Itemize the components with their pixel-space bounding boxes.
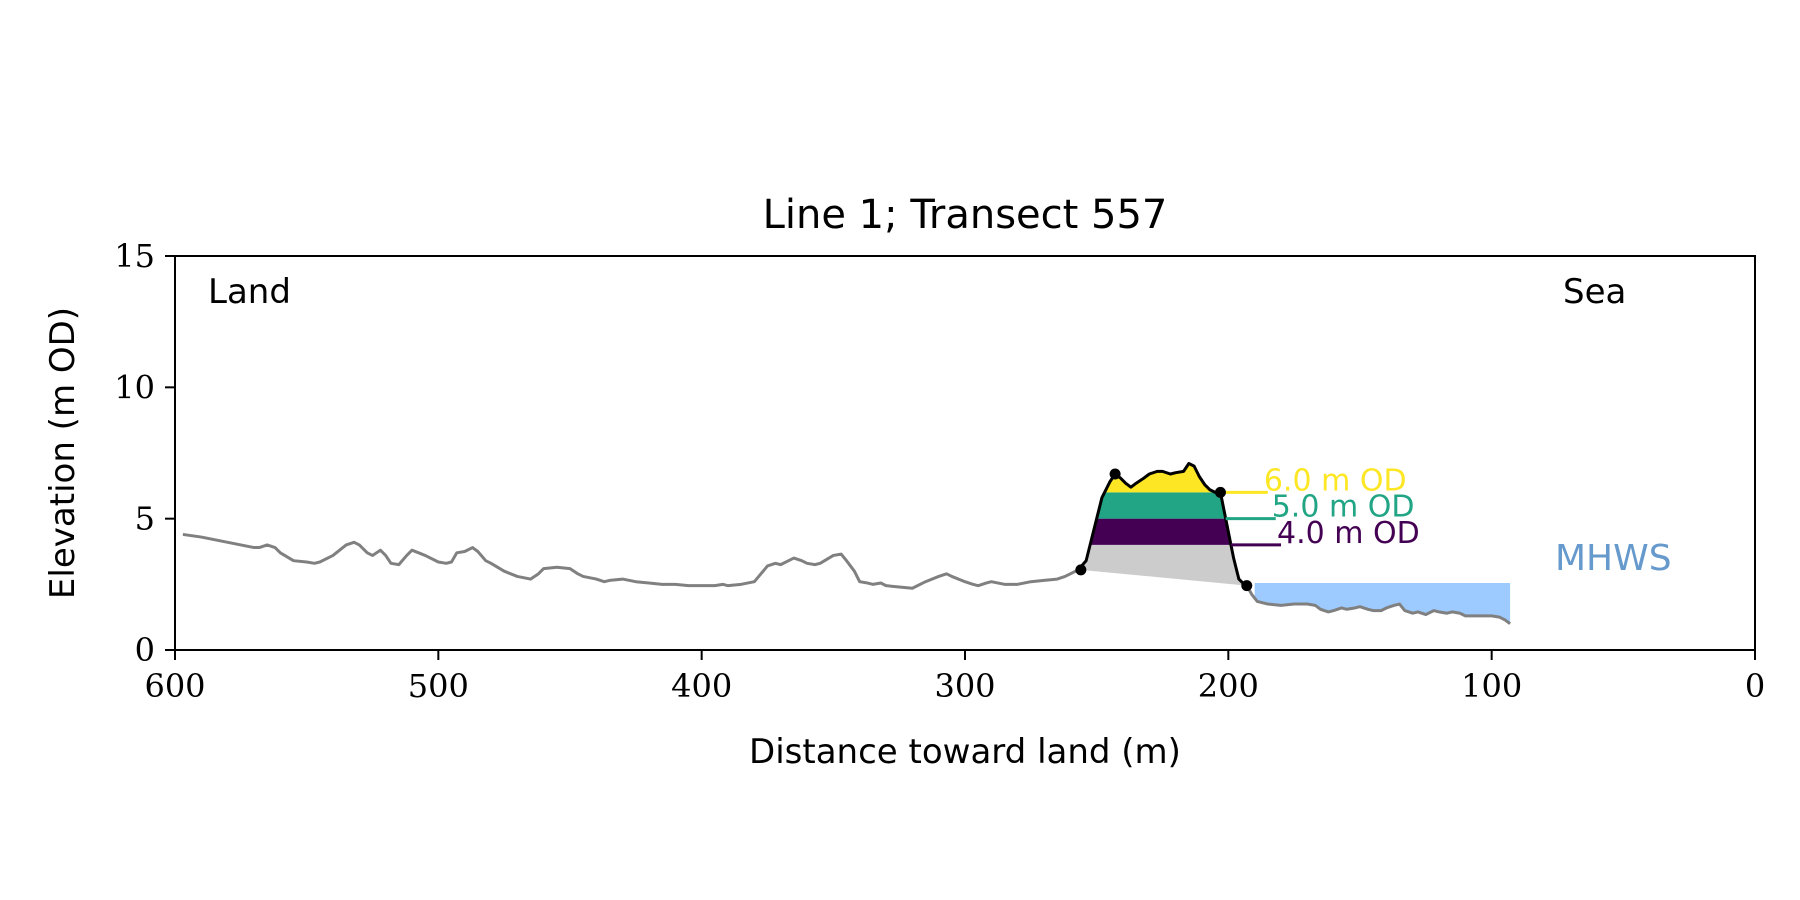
mhws-label: MHWS bbox=[1555, 538, 1672, 579]
level-label-0: 6.0 m OD bbox=[1264, 463, 1407, 498]
y-tick-label-2: 10 bbox=[114, 368, 155, 406]
plot-marks bbox=[182, 462, 1511, 625]
y-tick-label-1: 5 bbox=[135, 500, 155, 538]
x-tick-label-2: 400 bbox=[671, 667, 732, 705]
sea-label: Sea bbox=[1563, 272, 1626, 312]
dune-point-3 bbox=[1241, 580, 1253, 592]
level-label-1: 5.0 m OD bbox=[1272, 490, 1415, 525]
band-4-5 bbox=[1090, 518, 1231, 545]
x-tick-label-6: 0 bbox=[1745, 667, 1765, 705]
chart-title: Line 1; Transect 557 bbox=[763, 192, 1168, 238]
x-tick-label-4: 200 bbox=[1198, 667, 1259, 705]
mhws-fill bbox=[1254, 583, 1511, 624]
level-labels: 6.0 m OD5.0 m OD4.0 m OD bbox=[1264, 463, 1420, 551]
x-tick-label-5: 100 bbox=[1461, 667, 1522, 705]
y-tick-label-0: 0 bbox=[135, 631, 155, 669]
dune-point-0 bbox=[1075, 564, 1087, 576]
y-axis-label: Elevation (m OD) bbox=[43, 307, 83, 599]
y-tick-label-3: 15 bbox=[114, 237, 155, 275]
dune-base-fill bbox=[1080, 544, 1247, 586]
land-label: Land bbox=[208, 272, 291, 312]
axis-ticks: 600 500 400 300 200 100 0 0 5 10 15 bbox=[114, 237, 1765, 705]
dune-outline-line bbox=[1077, 462, 1248, 587]
x-tick-label-0: 600 bbox=[144, 667, 205, 705]
x-axis-label: Distance toward land (m) bbox=[749, 732, 1181, 772]
seaward-profile-line bbox=[1245, 584, 1511, 625]
dune-point-2 bbox=[1214, 486, 1226, 498]
x-tick-label-1: 500 bbox=[408, 667, 469, 705]
band-5-6 bbox=[1096, 492, 1226, 519]
x-tick-label-3: 300 bbox=[934, 667, 995, 705]
axes-frame bbox=[174, 255, 1756, 651]
dune-point-1 bbox=[1109, 468, 1121, 480]
level-label-2: 4.0 m OD bbox=[1277, 516, 1420, 551]
landward-profile-line bbox=[182, 532, 1079, 590]
